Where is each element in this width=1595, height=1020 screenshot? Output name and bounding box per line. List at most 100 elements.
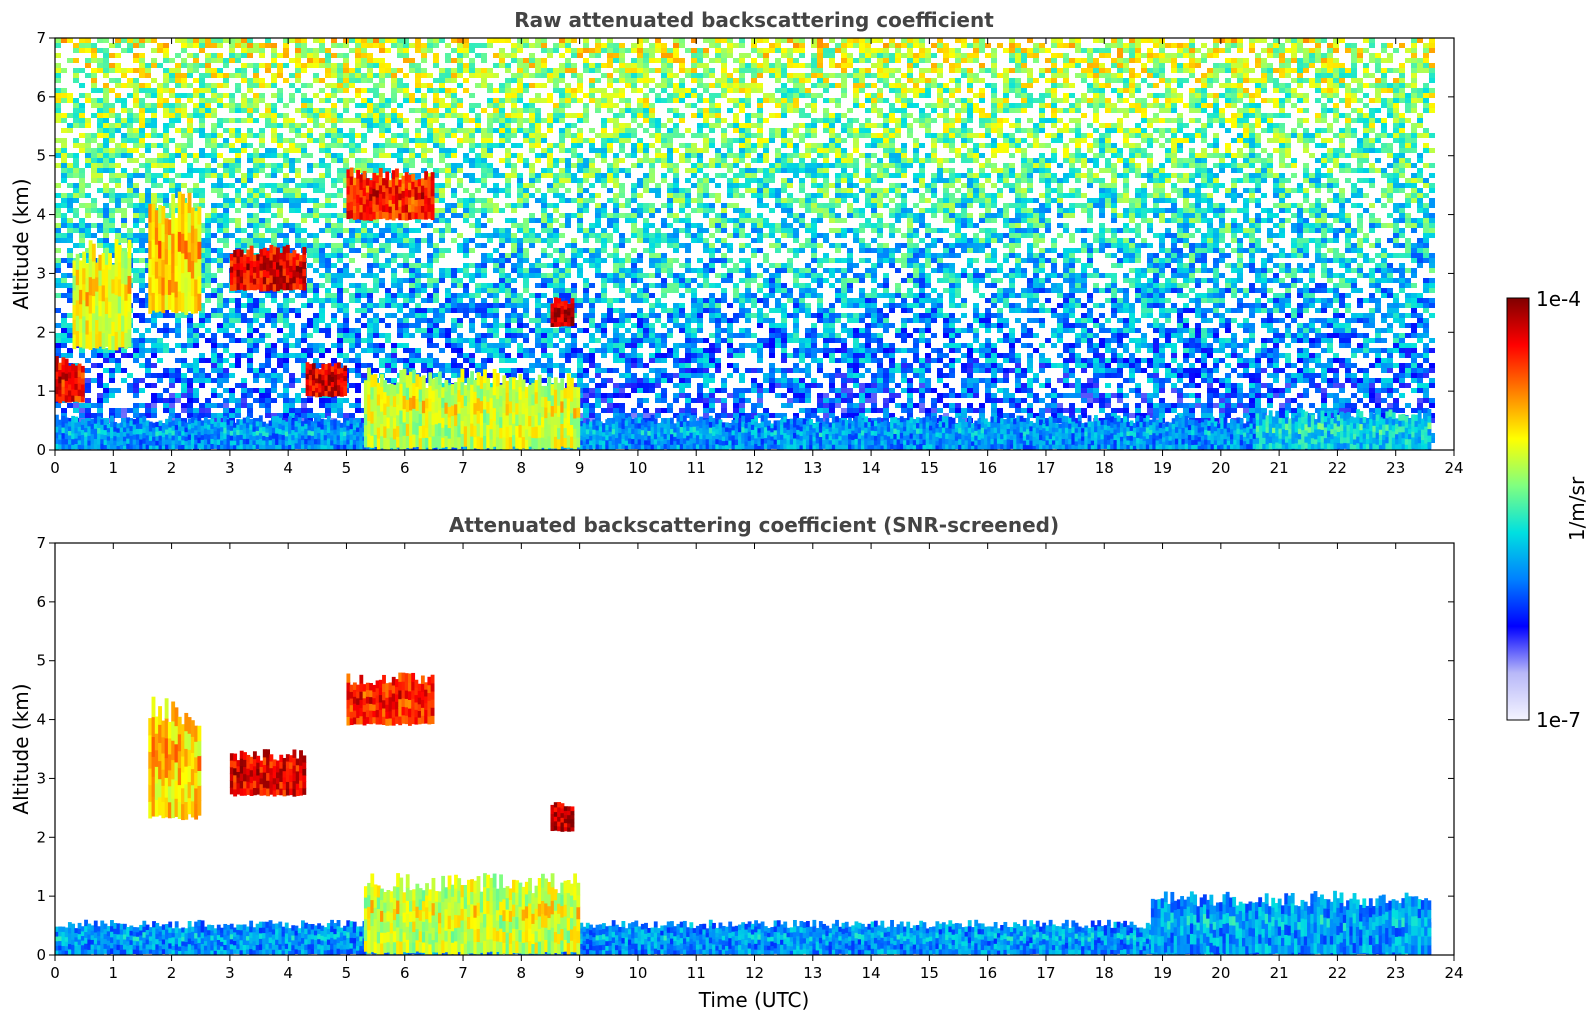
feature-0-cell [229, 933, 234, 940]
feature-0-cell [1074, 427, 1079, 433]
feature-0-cell [886, 426, 891, 432]
feature-6-cell [460, 381, 465, 396]
feature-0-cell [336, 925, 341, 932]
feature-0-cell [187, 418, 192, 425]
feature-5-cell [378, 193, 383, 203]
feature-0-cell [346, 425, 351, 431]
feature-0-cell [835, 444, 839, 450]
feature-0-cell [288, 937, 292, 943]
feature-0-cell [77, 430, 82, 436]
feature-0-cell [974, 420, 979, 427]
feature-0-cell [605, 439, 610, 446]
feature-6-cell [392, 428, 397, 440]
feature-0-cell [686, 425, 691, 431]
feature-0-cell [71, 934, 76, 940]
feature-2-cell [295, 265, 300, 272]
feature-0-cell [187, 937, 192, 945]
feature-0-cell [1129, 440, 1134, 446]
feature-6-cell [540, 416, 545, 428]
feature-1-cell [1349, 422, 1354, 429]
feature-5-cell [424, 195, 429, 204]
feature-0-cell [650, 420, 655, 428]
feature-0-cell [1094, 415, 1098, 422]
feature-0-cell [359, 427, 364, 433]
feature-0-cell [190, 443, 195, 449]
feature-0-cell [90, 934, 95, 940]
feature-6-cell [409, 435, 413, 449]
feature-0-cell [692, 426, 697, 433]
feature-4-cell [72, 289, 77, 306]
feature-0-cell [210, 443, 215, 450]
feature-1-cell [1275, 423, 1280, 431]
feature-0-cell [216, 438, 221, 445]
feature-0-cell [1032, 427, 1037, 433]
feature-4-cell [101, 300, 106, 318]
feature-0-cell [352, 424, 357, 431]
feature-0-cell [242, 924, 247, 931]
feature-2-cell [233, 283, 238, 291]
feature-0-cell [122, 440, 127, 446]
feature-0-cell [359, 945, 364, 951]
feature-8-cell [340, 367, 344, 374]
feature-9-cell [553, 311, 558, 318]
feature-2-cell [249, 282, 254, 291]
feature-5-cell [375, 175, 380, 184]
feature-0-cell [595, 434, 600, 440]
feature-3-cell [197, 258, 202, 277]
feature-1-cell [1301, 429, 1305, 437]
feature-0-cell [605, 424, 610, 431]
feature-0-cell [1055, 423, 1060, 428]
feature-0-cell [1200, 435, 1205, 441]
feature-0-cell [116, 933, 121, 940]
feature-6-cell [412, 421, 417, 435]
feature-6-cell [399, 383, 404, 398]
feature-7-cell [80, 371, 85, 379]
feature-0-cell [1032, 436, 1037, 442]
feature-7-cell [58, 369, 63, 377]
feature-0-cell [650, 426, 655, 433]
feature-0-cell [333, 933, 338, 940]
feature-1-cell [1330, 433, 1335, 440]
feature-0-cell [938, 437, 943, 444]
feature-0-cell [61, 945, 66, 951]
feature-0-cell [767, 425, 771, 431]
feature-8-cell [333, 384, 338, 391]
feature-0-cell [958, 421, 962, 428]
feature-6-cell [389, 383, 394, 395]
feature-0-cell [113, 422, 118, 428]
feature-5-cell [352, 191, 357, 200]
feature-0-cell [776, 425, 781, 431]
feature-0-cell [236, 924, 241, 930]
feature-0-cell [339, 444, 344, 450]
feature-0-cell [1000, 428, 1005, 435]
feature-0-cell [161, 943, 166, 950]
feature-0-cell [715, 443, 720, 450]
feature-0-cell [1236, 428, 1241, 435]
feature-0-cell [132, 444, 137, 450]
feature-0-cell [695, 420, 700, 426]
feature-0-cell [64, 927, 69, 933]
feature-7-cell [61, 386, 66, 395]
feature-6-cell [405, 387, 410, 400]
feature-6-cell [402, 395, 407, 410]
feature-6-cell [457, 413, 462, 426]
feature-0-cell [64, 428, 69, 434]
feature-5-cell [372, 211, 377, 220]
feature-8-cell [340, 372, 344, 378]
feature-4-cell [127, 293, 132, 312]
feature-6-cell [421, 437, 426, 450]
feature-0-cell [867, 431, 872, 437]
feature-4-cell [108, 253, 112, 270]
feature-0-cell [249, 920, 254, 927]
feature-0-cell [1168, 444, 1173, 450]
feature-5-cell [414, 212, 419, 220]
feature-0-cell [585, 443, 590, 450]
feature-6-cell [560, 389, 565, 402]
feature-7-cell [55, 393, 59, 402]
feature-0-cell [1142, 435, 1147, 441]
feature-0-cell [262, 421, 266, 427]
feature-0-cell [912, 429, 917, 436]
feature-5-cell [398, 212, 403, 221]
feature-4-cell [75, 315, 80, 332]
feature-8-cell [318, 391, 322, 397]
